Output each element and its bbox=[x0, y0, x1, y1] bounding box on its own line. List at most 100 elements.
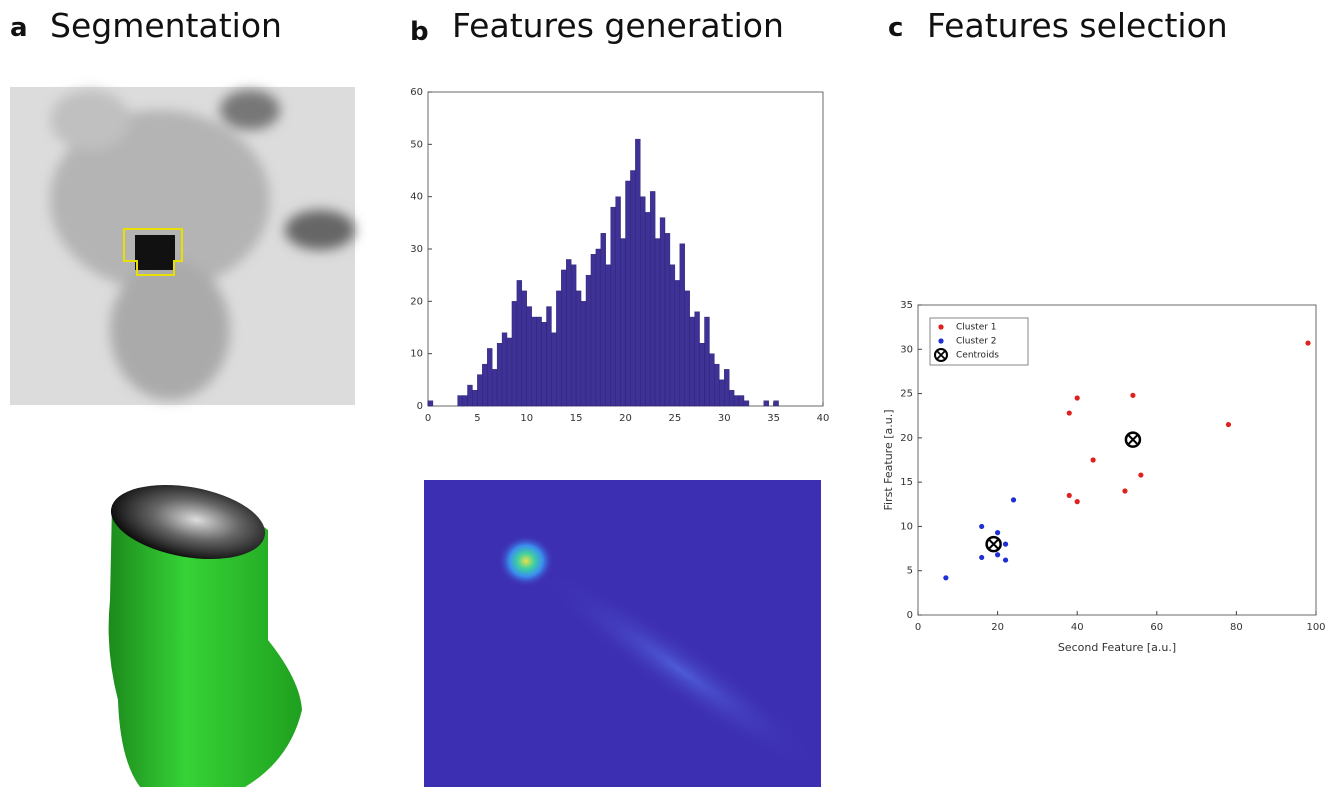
bar bbox=[551, 332, 557, 407]
bar bbox=[645, 212, 651, 407]
bar bbox=[743, 400, 750, 407]
y-tick-label: 0 bbox=[417, 401, 423, 412]
point bbox=[1130, 392, 1136, 398]
point bbox=[1138, 472, 1144, 478]
y-tick-label: 35 bbox=[900, 300, 913, 311]
legend-marker bbox=[938, 324, 944, 330]
y-tick-label: 10 bbox=[900, 521, 913, 532]
point bbox=[1002, 557, 1009, 563]
bar bbox=[521, 290, 527, 407]
y-tick-label: 20 bbox=[410, 296, 423, 307]
point bbox=[1305, 340, 1311, 346]
point bbox=[979, 523, 985, 530]
bar bbox=[546, 306, 552, 407]
bar bbox=[580, 301, 587, 407]
y-tick-label: 30 bbox=[900, 344, 913, 355]
centroid bbox=[985, 535, 1002, 553]
y-tick-label: 25 bbox=[900, 389, 913, 400]
bar bbox=[482, 363, 488, 407]
bar bbox=[531, 316, 537, 407]
centroid-cross bbox=[988, 538, 999, 550]
panel-title: Features selection bbox=[927, 6, 1228, 45]
point bbox=[1122, 488, 1128, 494]
bar bbox=[674, 280, 681, 407]
bar bbox=[714, 363, 720, 407]
legend-label: Cluster 2 bbox=[956, 337, 997, 347]
bar bbox=[487, 348, 493, 407]
panel-title: Segmentation bbox=[50, 6, 282, 45]
bar bbox=[684, 290, 690, 407]
y-tick-label: 0 bbox=[907, 610, 913, 621]
legend-marker bbox=[938, 338, 944, 344]
heatmap-image bbox=[424, 480, 821, 787]
x-tick-label: 40 bbox=[1071, 622, 1084, 633]
y-axis-label: First Feature [a.u.] bbox=[882, 410, 895, 511]
y-tick-label: 30 bbox=[410, 244, 423, 255]
centroid-cross bbox=[1127, 434, 1139, 445]
x-tick-label: 5 bbox=[474, 413, 480, 424]
panel-letter: a bbox=[10, 13, 28, 43]
bar bbox=[575, 290, 582, 407]
bar bbox=[719, 379, 725, 407]
panel-letter: c bbox=[888, 13, 903, 43]
bar bbox=[556, 290, 562, 407]
y-tick-label: 40 bbox=[410, 192, 423, 203]
legend-marker bbox=[936, 350, 946, 360]
bar bbox=[625, 180, 631, 407]
bar bbox=[679, 243, 685, 407]
point bbox=[1066, 410, 1072, 416]
y-tick-label: 5 bbox=[907, 566, 913, 577]
bar bbox=[561, 269, 567, 407]
bar bbox=[491, 369, 498, 407]
bar bbox=[600, 233, 606, 407]
bar bbox=[620, 238, 626, 407]
point bbox=[943, 575, 949, 581]
point bbox=[1225, 421, 1232, 428]
x-tick-label: 60 bbox=[1150, 622, 1163, 633]
segmentation-image bbox=[10, 87, 355, 405]
bar bbox=[689, 316, 695, 407]
bar bbox=[590, 254, 597, 407]
bar bbox=[649, 191, 656, 407]
bar bbox=[738, 395, 745, 407]
point bbox=[979, 554, 985, 561]
bar bbox=[773, 400, 779, 407]
bar bbox=[640, 196, 646, 407]
point bbox=[1010, 497, 1017, 503]
bar bbox=[457, 395, 463, 407]
point bbox=[1066, 492, 1072, 499]
bar bbox=[526, 306, 532, 407]
point bbox=[995, 552, 1001, 558]
x-tick-label: 25 bbox=[669, 413, 682, 424]
3d-render bbox=[108, 484, 302, 787]
x-tick-label: 20 bbox=[991, 622, 1004, 633]
x-tick-label: 0 bbox=[425, 413, 431, 424]
legend-label: Centroids bbox=[956, 351, 999, 361]
bar bbox=[694, 311, 700, 407]
bar bbox=[595, 248, 602, 407]
y-tick-label: 20 bbox=[900, 433, 913, 444]
x-axis-label: Second Feature [a.u.] bbox=[1058, 641, 1176, 654]
bar bbox=[630, 170, 636, 407]
legend-label: Cluster 1 bbox=[956, 323, 997, 333]
bar bbox=[704, 316, 710, 407]
panel-title: Features generation bbox=[452, 6, 784, 45]
bar bbox=[699, 343, 705, 407]
bar bbox=[728, 390, 735, 407]
bar bbox=[635, 138, 641, 407]
bar bbox=[472, 390, 478, 407]
x-tick-label: 35 bbox=[767, 413, 780, 424]
plot-frame bbox=[917, 304, 1317, 616]
point bbox=[1074, 499, 1080, 505]
x-tick-label: 30 bbox=[718, 413, 731, 424]
bar bbox=[763, 400, 769, 407]
bar bbox=[610, 206, 616, 407]
bar bbox=[536, 316, 542, 407]
y-tick-label: 10 bbox=[410, 349, 423, 360]
x-tick-label: 80 bbox=[1230, 622, 1243, 633]
bar bbox=[733, 395, 740, 407]
bar bbox=[724, 369, 730, 407]
bar bbox=[709, 353, 715, 407]
bar bbox=[654, 238, 661, 407]
